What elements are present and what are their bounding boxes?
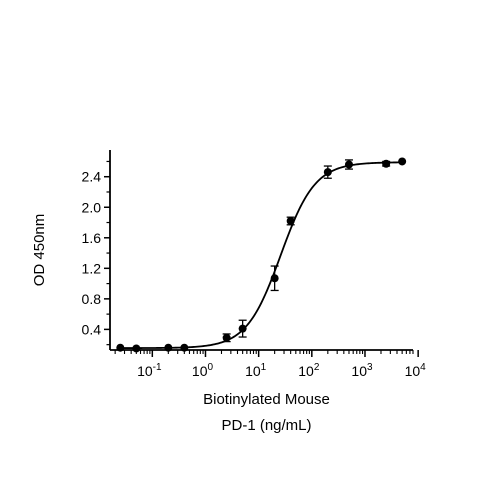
y-tick-label: 1.6 — [82, 230, 102, 246]
y-tick-label: 2.0 — [82, 199, 102, 215]
x-ticks: 10-1 100 101 102 103 104 — [114, 350, 427, 379]
data-point — [344, 160, 353, 169]
data-point — [270, 274, 279, 283]
data-point — [238, 324, 247, 333]
x-tick-label: 10-1 — [137, 362, 162, 379]
y-axis: 0.4 0.8 1.2 1.6 2.0 2.4 OD 450nm — [31, 150, 111, 350]
x-tick-label: 102 — [298, 362, 320, 379]
data-point — [286, 216, 295, 225]
data-point — [398, 157, 407, 166]
y-ticks: 0.4 0.8 1.2 1.6 2.0 2.4 — [82, 160, 110, 346]
y-axis-label: OD 450nm — [31, 214, 48, 287]
x-tick-label: 103 — [351, 362, 373, 379]
data-point — [382, 159, 391, 168]
y-tick-label: 0.4 — [82, 321, 102, 337]
fit-curve — [120, 161, 403, 349]
x-tick-label: 101 — [245, 362, 267, 379]
data-point — [132, 344, 141, 353]
y-tick-label: 1.2 — [82, 260, 102, 276]
x-tick-label: 104 — [405, 362, 427, 379]
y-tick-label: 0.8 — [82, 291, 102, 307]
data-point — [323, 168, 332, 177]
data-point — [116, 343, 125, 352]
x-tick-label: 100 — [192, 362, 214, 379]
y-tick-label: 2.4 — [82, 169, 102, 185]
x-axis-label-line-1: Biotinylated Mouse — [203, 391, 330, 408]
data-points — [116, 157, 407, 353]
x-axis: 10-1 100 101 102 103 104 Biotinylated Mouse P… — [110, 349, 427, 434]
data-point — [222, 333, 231, 342]
data-point — [180, 343, 189, 352]
x-axis-label-line-2: PD-1 (ng/mL) — [221, 417, 311, 434]
data-point — [164, 343, 173, 352]
